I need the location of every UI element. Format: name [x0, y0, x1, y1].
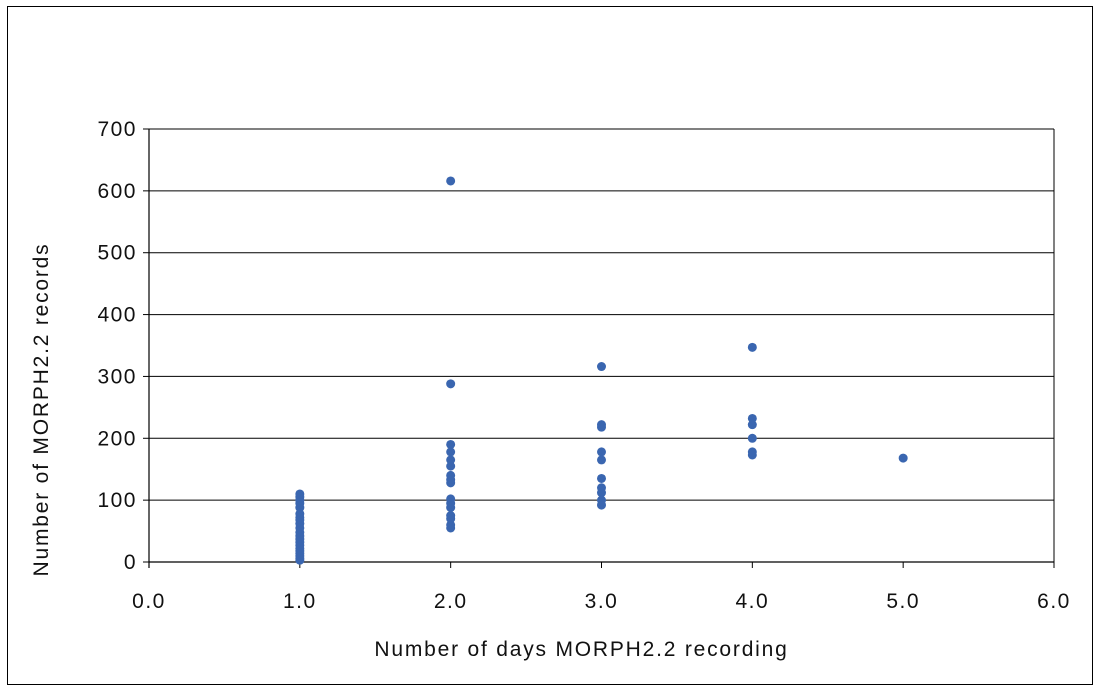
data-point: [597, 420, 606, 429]
y-tick-label: 100: [97, 489, 137, 512]
x-tick-label: 2.0: [434, 590, 468, 613]
data-point: [597, 447, 606, 456]
data-point: [748, 447, 757, 456]
x-tick-label: 6.0: [1037, 590, 1071, 613]
y-tick-label: 200: [97, 427, 137, 450]
y-tick-label: 400: [97, 304, 137, 327]
data-point: [446, 494, 455, 503]
data-point: [446, 176, 455, 185]
data-point: [295, 489, 304, 498]
tick-labels: 0 100 200 300 400 500 600 700 0.0 1.0 2.0 3.0 4.0 5.0…: [97, 118, 1070, 613]
x-tick-label: 5.0: [886, 590, 920, 613]
y-tick-label: 0: [124, 551, 137, 574]
y-axis-title: Number of MORPH2.2 records: [30, 243, 53, 577]
data-point: [597, 483, 606, 492]
y-tick-label: 500: [97, 242, 137, 265]
y-tick-label: 700: [97, 118, 137, 141]
x-tick-label: 0.0: [132, 590, 166, 613]
data-point: [748, 434, 757, 443]
y-tick-label: 300: [97, 365, 137, 388]
data-point: [446, 471, 455, 480]
data-point: [446, 379, 455, 388]
data-point: [446, 511, 455, 520]
data-point: [748, 343, 757, 352]
data-point: [748, 414, 757, 423]
x-tick-label: 3.0: [585, 590, 619, 613]
data-point: [597, 455, 606, 464]
data-point: [597, 362, 606, 371]
data-point: [597, 474, 606, 483]
data-point: [899, 454, 908, 463]
x-tick-label: 1.0: [283, 590, 317, 613]
y-tick-label: 600: [97, 180, 137, 203]
x-axis-title: Number of days MORPH2.2 recording: [374, 638, 788, 661]
data-points: [295, 176, 907, 564]
data-point: [446, 455, 455, 464]
data-point: [446, 440, 455, 449]
x-tick-label: 4.0: [735, 590, 769, 613]
gridlines: [149, 129, 1054, 500]
